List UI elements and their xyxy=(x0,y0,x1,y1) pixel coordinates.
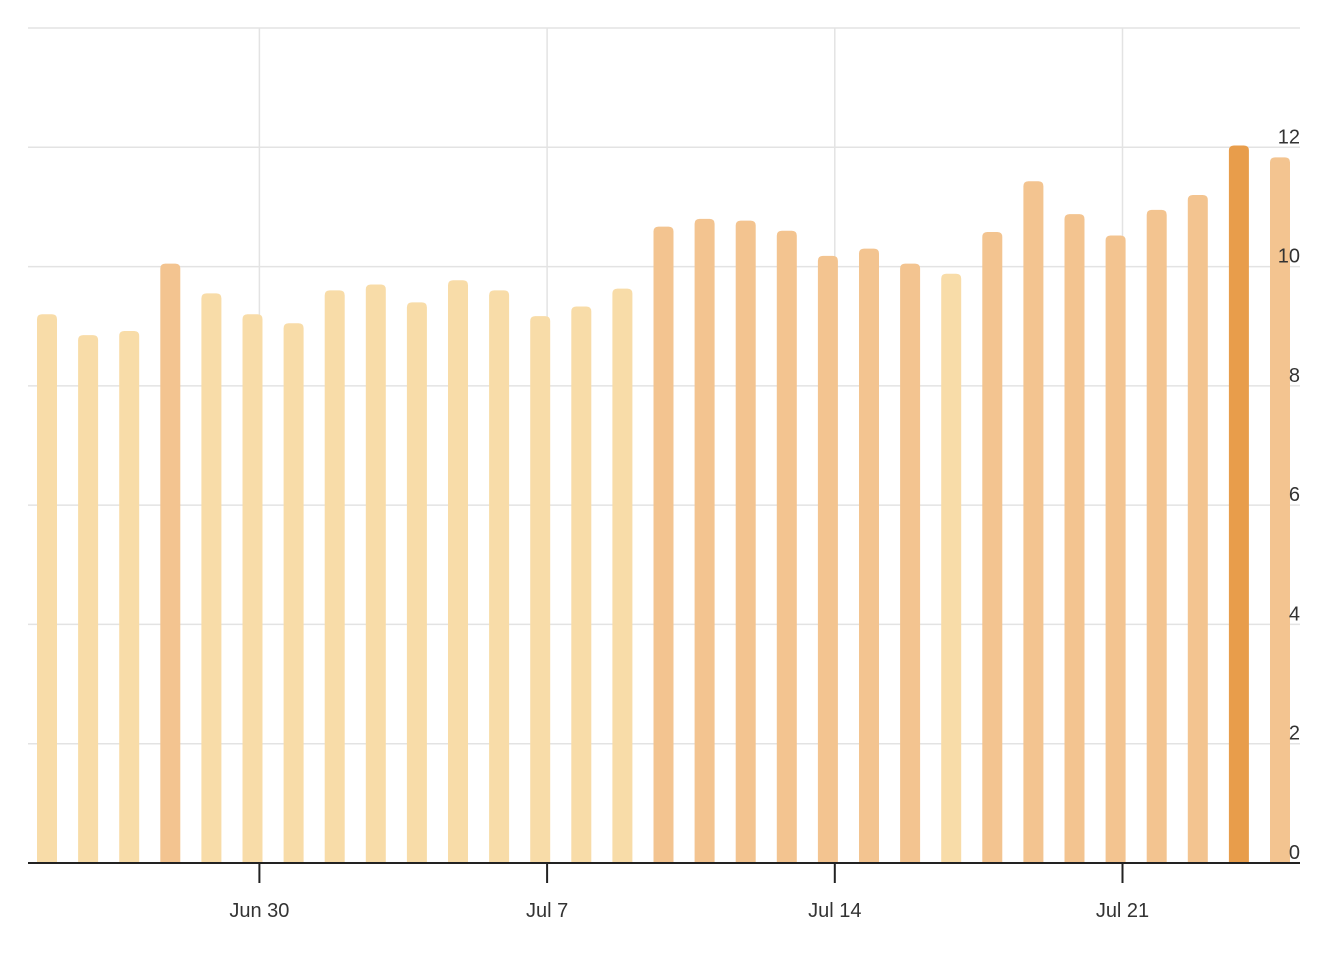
bar-jul-11: Jul 11: 10.8 xyxy=(694,218,715,863)
bar-jun-25: Jun 25: 9.2 xyxy=(37,314,57,863)
x-tick-label: Jul 14 xyxy=(808,900,861,922)
y-tick-label: 4 xyxy=(1289,603,1300,625)
bar-jul-10: Jul 10: 10.67 xyxy=(653,226,674,863)
bar-jul-18: Jul 18: 10.58 xyxy=(982,231,1003,863)
bar-jun-26: Jun 26: 8.85 xyxy=(78,335,99,863)
bar-jul-23: Jul 23: 11.2 xyxy=(1187,195,1208,863)
bar-jul-6: Jul 6: 9.6 xyxy=(489,290,510,863)
bar-jul-24: Jul 24: 12.03 xyxy=(1228,145,1249,863)
x-tick-label: Jul 7 xyxy=(526,900,568,922)
bar-jul-7: Jul 7: 9.17 xyxy=(530,316,551,863)
x-tick-label: Jul 21 xyxy=(1096,900,1149,922)
bar-jul-5: Jul 5: 9.77 xyxy=(448,280,468,863)
bar-jul-13: Jul 13: 10.6 xyxy=(776,230,797,864)
bar-jun-27: Jun 27: 8.92 xyxy=(119,330,140,863)
bar-jun-28: Jun 28: 10.05 xyxy=(160,263,181,863)
bar-jul-15: Jul 15: 10.3 xyxy=(859,248,879,863)
bar-jul-25: Jul 25: 11.83 xyxy=(1270,157,1290,864)
bar-series: Jun 25: 9.2 Jun 26: 8.85 Jun 27: 8.92 Jun 2… xyxy=(37,145,1290,864)
y-tick-label: 0 xyxy=(1289,842,1300,864)
y-tick-label: 12 xyxy=(1278,126,1300,148)
x-tick-label: Jun 30 xyxy=(229,900,289,922)
y-tick-label: 8 xyxy=(1289,365,1300,387)
bar-jul-12: Jul 12: 10.77 xyxy=(735,220,756,863)
bar-jul-22: Jul 22: 10.95 xyxy=(1146,209,1167,864)
x-axis-ticks: Jun 30 Jul 7 Jul 14 Jul 21 xyxy=(229,863,1149,922)
y-tick-label: 6 xyxy=(1289,484,1300,506)
bar-jul-19: Jul 19: 11.43 xyxy=(1023,181,1044,863)
bar-jul-17: Jul 17: 9.88 xyxy=(941,273,962,863)
bar-jul-1: Jul 1: 9.05 xyxy=(283,323,304,863)
bar-jul-3: Jul 3: 9.7 xyxy=(365,284,386,863)
bar-jul-16: Jul 16: 10.05 xyxy=(900,263,921,863)
bar-jul-4: Jul 4: 9.4 xyxy=(406,302,427,863)
y-tick-label: 2 xyxy=(1289,723,1300,745)
bar-jun-30: Jun 30: 9.2 xyxy=(242,314,263,863)
bar-jul-14: Jul 14: 10.18 xyxy=(817,255,838,864)
bar-jul-9: Jul 9: 9.63 xyxy=(612,288,633,863)
bar-jul-8: Jul 8: 9.33 xyxy=(571,306,592,864)
y-tick-label: 10 xyxy=(1278,246,1300,268)
bar-jun-29: Jun 29: 9.55 xyxy=(201,293,222,863)
bar-jul-20: Jul 20: 10.88 xyxy=(1064,214,1085,864)
bar-jul-2: Jul 2: 9.6 xyxy=(324,290,345,863)
y-axis-ticks: 0 2 4 6 8 10 12 xyxy=(1278,126,1300,864)
bar-jul-21: Jul 21: 10.52 xyxy=(1105,235,1126,864)
